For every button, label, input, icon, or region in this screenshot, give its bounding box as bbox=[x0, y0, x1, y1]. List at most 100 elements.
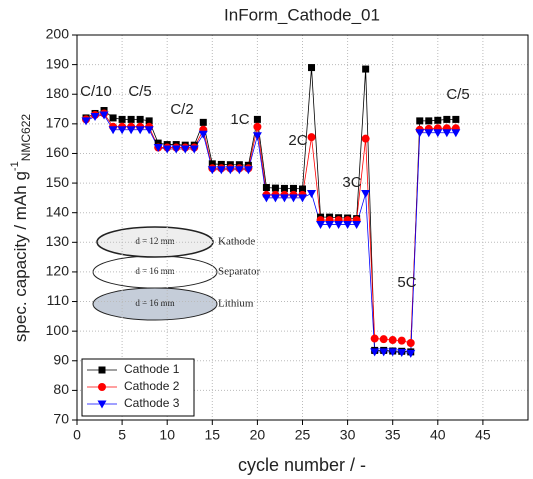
y-tick-label: 190 bbox=[46, 55, 70, 71]
marker bbox=[288, 194, 298, 203]
y-tick-label: 130 bbox=[46, 233, 70, 249]
inset-layer: Lithium bbox=[218, 298, 254, 310]
marker bbox=[253, 115, 261, 123]
marker bbox=[252, 132, 262, 141]
legend-label: Cathode 2 bbox=[124, 379, 180, 393]
marker bbox=[253, 122, 262, 131]
legend-label: Cathode 1 bbox=[124, 362, 180, 376]
marker bbox=[316, 221, 326, 230]
marker bbox=[424, 129, 434, 138]
rate-annotation: C/2 bbox=[170, 101, 193, 118]
marker bbox=[370, 348, 380, 357]
marker bbox=[308, 64, 316, 72]
marker bbox=[154, 139, 162, 147]
marker bbox=[307, 133, 316, 142]
marker bbox=[207, 166, 217, 175]
y-tick-label: 70 bbox=[53, 411, 69, 427]
rate-annotation: 1C bbox=[230, 111, 249, 128]
y-tick-label: 160 bbox=[46, 144, 70, 160]
marker bbox=[451, 129, 461, 138]
rate-annotation: 3C bbox=[342, 174, 361, 191]
marker bbox=[189, 145, 199, 154]
rate-annotation: C/5 bbox=[446, 86, 469, 103]
marker bbox=[280, 184, 288, 192]
x-tick-label: 10 bbox=[159, 427, 175, 443]
marker bbox=[99, 111, 109, 120]
marker bbox=[307, 189, 317, 198]
marker bbox=[443, 115, 451, 123]
marker bbox=[289, 184, 297, 192]
marker bbox=[98, 366, 106, 374]
rate-annotation: 5C bbox=[397, 274, 416, 291]
marker bbox=[153, 144, 163, 153]
x-tick-label: 0 bbox=[73, 427, 81, 443]
marker bbox=[352, 221, 362, 230]
y-axis-label: spec. capacity / mAh g-1NMC622 bbox=[9, 114, 33, 342]
y-tick-label: 200 bbox=[46, 26, 70, 42]
marker bbox=[416, 117, 424, 125]
y-tick-label: 100 bbox=[46, 322, 70, 338]
marker bbox=[397, 336, 406, 345]
marker bbox=[271, 184, 279, 192]
inset-diameter: d = 12 mm bbox=[135, 236, 174, 246]
marker bbox=[243, 166, 253, 175]
plot-frame bbox=[76, 34, 529, 421]
marker bbox=[361, 189, 371, 198]
marker bbox=[136, 115, 144, 123]
marker bbox=[279, 194, 289, 203]
y-tick-label: 80 bbox=[53, 381, 69, 397]
marker bbox=[198, 130, 208, 139]
marker bbox=[117, 126, 127, 135]
marker bbox=[397, 348, 407, 357]
y-label-sub: NMC622 bbox=[19, 114, 33, 162]
rate-annotation: 2C bbox=[288, 132, 307, 149]
marker bbox=[270, 194, 280, 203]
rate-annotation: C/5 bbox=[128, 83, 151, 100]
marker bbox=[98, 383, 106, 391]
x-tick-label: 35 bbox=[385, 427, 401, 443]
x-axis-label: cycle number / - bbox=[238, 455, 366, 475]
legend: Cathode 1 Cathode 2 Cathode 3 bbox=[81, 358, 195, 417]
marker bbox=[415, 129, 425, 138]
marker bbox=[334, 221, 344, 230]
marker bbox=[452, 115, 460, 123]
marker bbox=[171, 145, 181, 154]
marker bbox=[135, 126, 145, 135]
marker bbox=[406, 349, 416, 358]
marker bbox=[216, 166, 226, 175]
y-label-sup: -1 bbox=[9, 161, 21, 171]
marker bbox=[109, 114, 117, 122]
marker bbox=[325, 221, 335, 230]
marker bbox=[433, 129, 443, 138]
marker bbox=[442, 129, 452, 138]
marker bbox=[108, 126, 118, 135]
y-tick-label: 170 bbox=[46, 115, 70, 131]
x-tick-label: 20 bbox=[250, 427, 266, 443]
marker bbox=[406, 339, 415, 347]
marker bbox=[144, 126, 154, 135]
rate-annotation: C/10 bbox=[80, 83, 112, 100]
marker bbox=[90, 112, 100, 121]
marker bbox=[199, 118, 207, 126]
marker bbox=[299, 185, 306, 193]
x-tick-label: 40 bbox=[430, 427, 446, 443]
y-label-text: spec. capacity / mAh g bbox=[11, 171, 30, 342]
marker bbox=[379, 335, 388, 344]
marker bbox=[379, 348, 389, 357]
y-tick-label: 140 bbox=[46, 203, 70, 219]
inset-diameter: d = 16 mm bbox=[135, 298, 174, 308]
x-tick-label: 5 bbox=[118, 427, 126, 443]
marker bbox=[388, 348, 398, 357]
x-tick-label: 30 bbox=[340, 427, 356, 443]
legend-label: Cathode 3 bbox=[124, 396, 180, 410]
y-tick-label: 180 bbox=[46, 85, 70, 101]
marker bbox=[298, 194, 307, 203]
marker bbox=[208, 160, 216, 168]
marker bbox=[388, 336, 397, 345]
marker bbox=[361, 134, 370, 143]
inset-layer: Kathode bbox=[218, 236, 255, 248]
marker bbox=[362, 65, 370, 73]
chart-title: InForm_Cathode_01 bbox=[224, 5, 380, 24]
